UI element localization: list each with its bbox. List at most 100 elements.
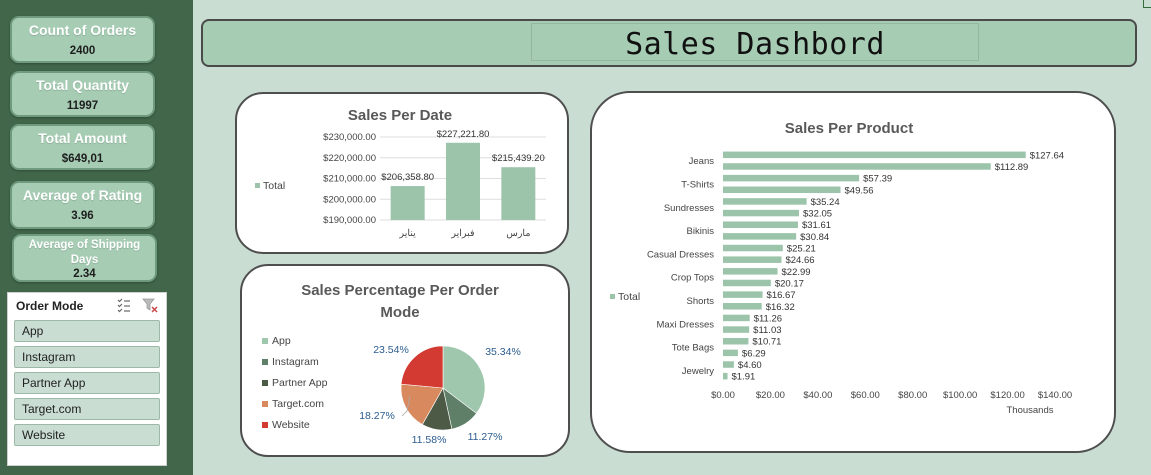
title-frame: Sales Dashbord (531, 23, 979, 62)
kpi-label: Total Amount (38, 130, 127, 146)
y-tick-label: $210,000.00 (323, 174, 376, 185)
slicer-item-instagram[interactable]: Instagram (14, 346, 160, 368)
x-tick-label: $100.00 (943, 390, 977, 401)
slice-label: 11.58% (412, 434, 447, 446)
bar (723, 291, 763, 298)
bar (390, 186, 425, 220)
data-label: $22.99 (782, 267, 811, 278)
kpi-label: Count of Orders (28, 22, 137, 38)
x-tick-label: $40.00 (803, 390, 832, 401)
category-label: Shorts (687, 296, 715, 307)
kpi-value: 3.96 (71, 210, 94, 222)
clear-filter-icon[interactable] (142, 297, 158, 313)
bar (723, 233, 797, 240)
category-label: Jeans (689, 156, 715, 167)
bar (723, 221, 798, 228)
x-tick-label: $0.00 (711, 390, 735, 401)
data-label: $20.17 (775, 278, 804, 289)
kpi-value: $649,01 (61, 153, 104, 165)
slicer-item-partner-app[interactable]: Partner App (14, 372, 160, 394)
bar (723, 209, 800, 217)
category-label: Jewelry (682, 366, 714, 377)
slicer-title: Order Mode (16, 299, 84, 313)
kpi-value: 11997 (66, 100, 99, 112)
slice-label: 35.34% (485, 346, 521, 358)
data-label: $206,358.80 (381, 172, 434, 183)
x-tick-label: $80.00 (898, 390, 927, 401)
legend-label: App (272, 335, 291, 347)
bar (723, 349, 738, 357)
category-label: T-Shirts (681, 179, 714, 190)
bar (723, 337, 749, 345)
legend-label: Total (263, 180, 285, 192)
category-label: Casual Dresses (647, 249, 714, 260)
sales-per-product-card: Sales Per Product $127.64 $112.89 Jeans $57… (590, 91, 1116, 453)
bar (723, 279, 771, 287)
data-label: $24.66 (785, 255, 814, 266)
kpi-total-quantity: Total Quantity 11997 (10, 71, 155, 117)
pie-slice (400, 345, 444, 389)
data-label: $112.89 (995, 162, 1029, 173)
data-label: $32.05 (803, 209, 832, 220)
category-label: Maxi Dresses (656, 319, 714, 330)
data-label: $11.03 (753, 325, 781, 336)
x-tick-label: $60.00 (851, 390, 880, 401)
slicer-item-app[interactable]: App (14, 320, 160, 342)
bar (501, 167, 536, 220)
legend-label: Partner App (272, 377, 328, 389)
data-label: $10.71 (752, 337, 781, 348)
data-label: $16.67 (767, 290, 796, 301)
pie-slice (442, 345, 486, 414)
legend-swatch (262, 380, 268, 386)
data-label: $215,439.20 (492, 153, 545, 164)
data-label: $16.32 (766, 302, 795, 313)
data-label: $25.21 (787, 244, 816, 255)
slice-label: 18.27% (359, 410, 395, 422)
bar (723, 174, 860, 182)
category-label: Crop Tops (671, 273, 714, 284)
sales-per-product-chart: Sales Per Product $127.64$112.89 Jeans $57… (610, 120, 1072, 416)
bar (723, 314, 750, 322)
y-tick-label: $230,000.00 (323, 132, 376, 143)
chart-title: Sales Percentage Per Order Mode (301, 282, 499, 321)
bar (723, 361, 734, 368)
bar (446, 142, 480, 220)
bar (723, 198, 807, 205)
legend-label: Instagram (272, 356, 319, 368)
x-tick-label: مارس (506, 228, 530, 239)
x-tick-label: فبراير (450, 228, 475, 239)
data-label: $35.24 (811, 197, 840, 208)
kpi-count-of-orders: Count of Orders 2400 (10, 16, 155, 63)
page-title: Sales Dashbord (625, 27, 885, 62)
bar (723, 372, 728, 380)
multi-select-icon[interactable] (116, 297, 132, 313)
legend-swatch (610, 294, 615, 299)
legend-swatch (262, 401, 268, 407)
bar (723, 151, 1026, 159)
data-label: $127.64 (1030, 150, 1064, 161)
data-label: $30.84 (800, 232, 829, 243)
legend-swatch (262, 359, 268, 365)
legend-swatch (262, 422, 268, 428)
slicer-item-target-com[interactable]: Target.com (14, 398, 160, 420)
y-tick-label: $200,000.00 (323, 194, 376, 205)
slice-label: 11.27% (468, 431, 503, 443)
legend-label: Total (618, 291, 640, 303)
bar (723, 163, 991, 170)
chart-title: Sales Per Product (785, 120, 913, 137)
kpi-total-amount: Total Amount $649,01 (10, 124, 155, 170)
kpi-label: Average of Shipping Days (28, 239, 141, 266)
x-tick-label: $20.00 (756, 390, 785, 401)
legend-swatch (262, 338, 268, 344)
legend-label: Website (272, 419, 310, 431)
slicer-item-website[interactable]: Website (14, 424, 160, 446)
y-tick-label: $220,000.00 (323, 153, 376, 164)
data-label: $227,221.80 (437, 129, 490, 140)
kpi-average-of-shipping-days: Average of Shipping Days 2.34 (12, 234, 157, 282)
title-bar: Sales Dashbord (201, 19, 1137, 67)
bar (723, 244, 783, 252)
bar (723, 256, 782, 263)
sales-percentage-card: Sales Percentage Per Order Mode 35.34% 11.… (240, 264, 570, 457)
axis-unit-label: Thousands (1006, 405, 1053, 416)
legend-swatch (255, 183, 260, 188)
